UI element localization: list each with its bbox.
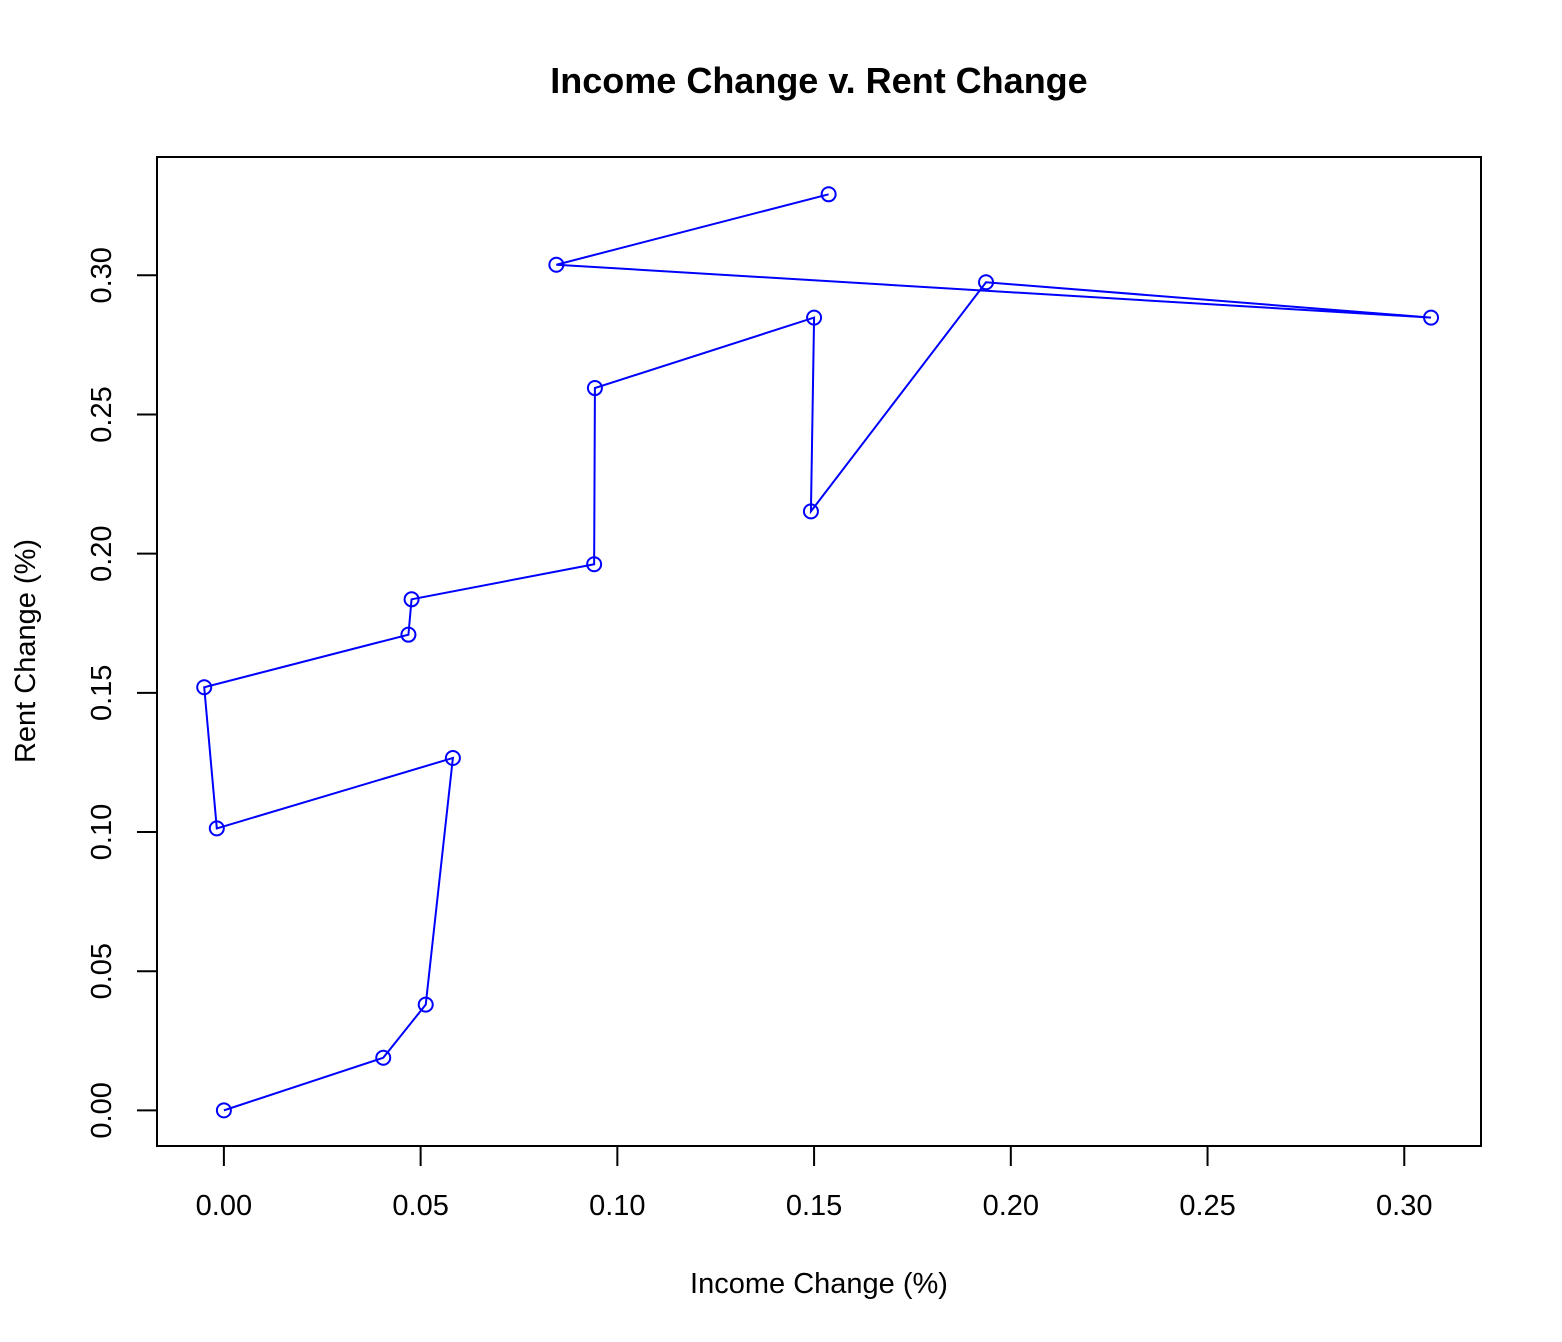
chart-title: Income Change v. Rent Change [550, 60, 1087, 101]
y-axis-label: Rent Change (%) [10, 539, 42, 763]
data-point [806, 309, 823, 326]
data-point [802, 503, 819, 520]
data-point [586, 556, 603, 573]
y-tick-label: 0.10 [86, 804, 118, 860]
data-point [548, 256, 565, 273]
x-tick-label: 0.20 [983, 1190, 1039, 1222]
data-point [208, 820, 225, 837]
x-tick-label: 0.00 [196, 1190, 252, 1222]
data-point [400, 626, 417, 643]
y-tick-label: 0.05 [86, 943, 118, 999]
y-tick-label: 0.15 [86, 665, 118, 721]
data-point [586, 380, 603, 397]
x-tick-label: 0.15 [786, 1190, 842, 1222]
series-line [203, 193, 1432, 1112]
x-axis-label: Income Change (%) [690, 1268, 948, 1300]
y-tick-label: 0.20 [86, 525, 118, 581]
data-point [978, 274, 995, 291]
x-tick-label: 0.05 [392, 1190, 448, 1222]
y-tick-label: 0.00 [86, 1082, 118, 1138]
x-tick-label: 0.30 [1376, 1190, 1432, 1222]
series-layer [196, 186, 1440, 1119]
data-point [215, 1102, 232, 1119]
data-point [444, 749, 461, 766]
x-tick-label: 0.25 [1179, 1190, 1235, 1222]
data-point [417, 996, 434, 1013]
data-point [375, 1049, 392, 1066]
data-point [196, 679, 213, 696]
y-tick-label: 0.25 [86, 386, 118, 442]
x-axis: 0.00 0.05 0.10 0.15 0.20 0.25 0.30 [196, 1145, 1433, 1222]
data-point [1423, 309, 1440, 326]
y-axis: 0.00 0.05 0.10 0.15 0.20 0.25 0.30 [86, 247, 158, 1139]
data-point [820, 186, 837, 203]
y-tick-label: 0.30 [86, 247, 118, 303]
data-point [403, 591, 420, 608]
x-tick-label: 0.10 [589, 1190, 645, 1222]
